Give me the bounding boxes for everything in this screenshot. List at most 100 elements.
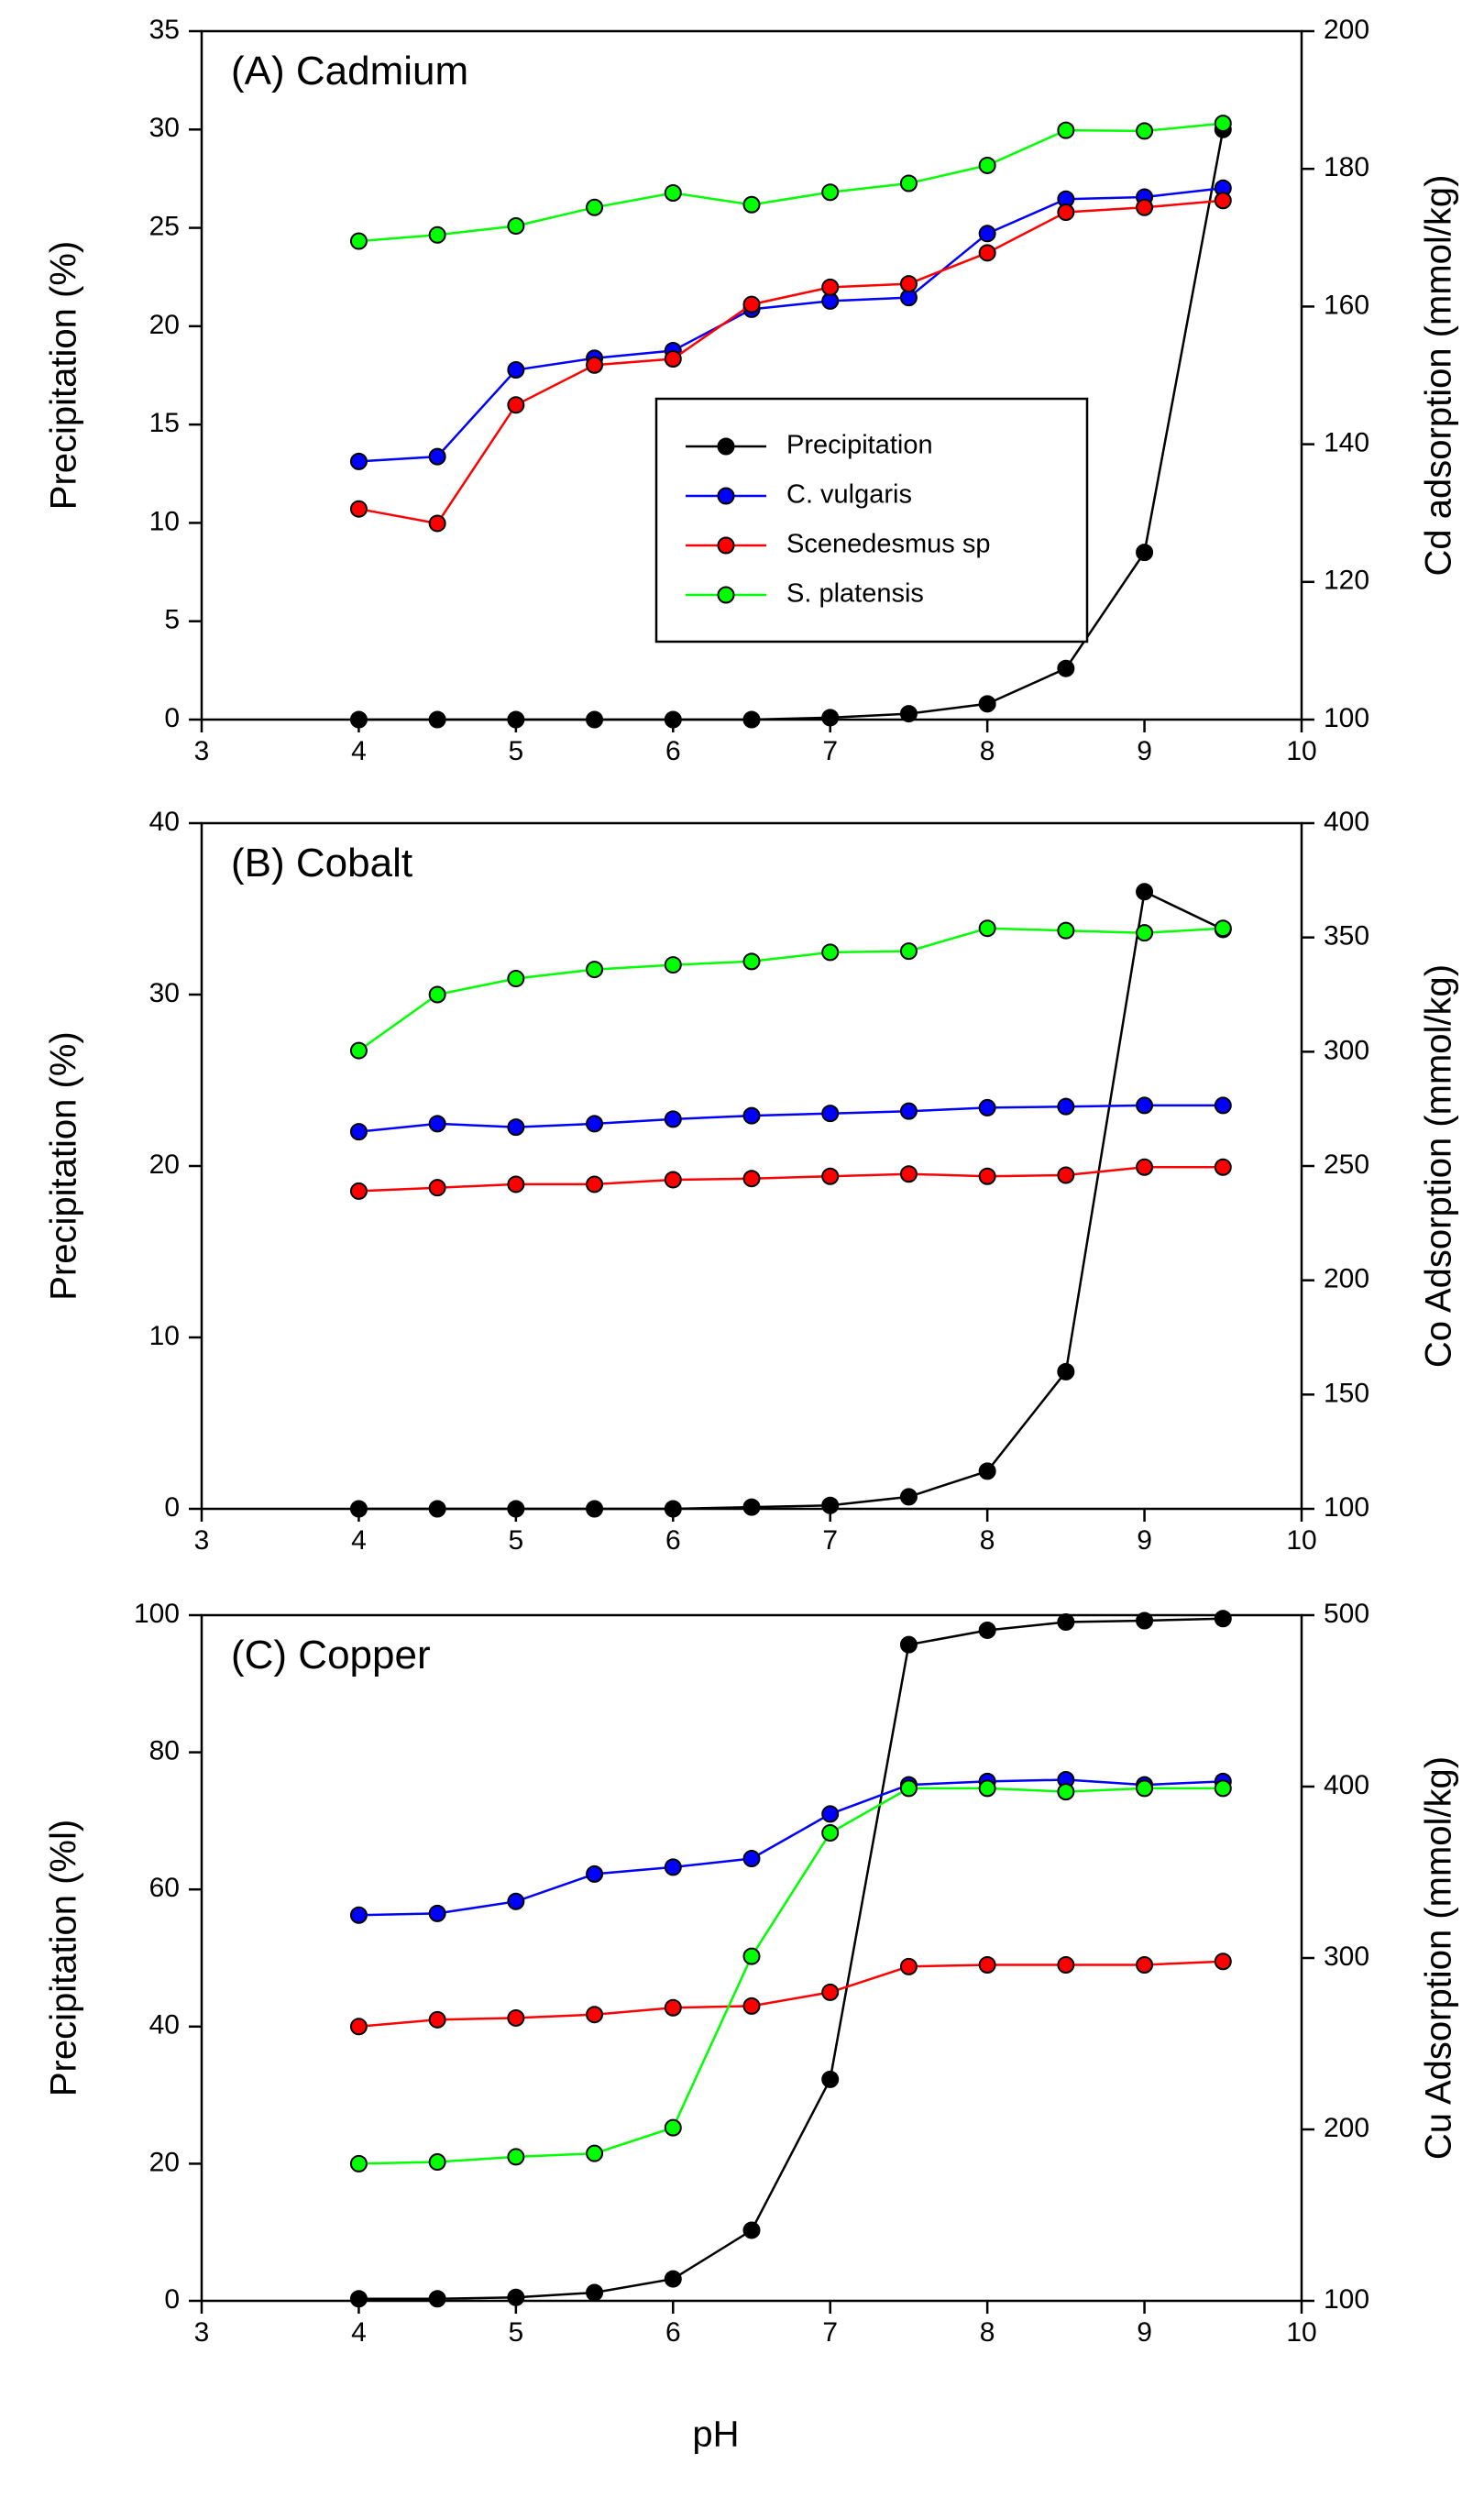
data-point: [586, 1115, 604, 1133]
data-point: [428, 710, 446, 729]
right-y-axis-label: Cu Adsorption (mmol/kg): [1419, 1756, 1459, 2160]
x-tick-label: 5: [509, 1525, 524, 1556]
right-y-tick-label: 300: [1324, 1035, 1369, 1065]
data-point: [978, 1955, 996, 1974]
x-tick-label: 3: [194, 736, 210, 766]
data-point: [1136, 883, 1154, 901]
data-point: [742, 1106, 761, 1125]
x-tick-label: 7: [822, 736, 838, 766]
series-scenedesmus-sp: [349, 1158, 1232, 1200]
data-point: [1136, 1779, 1154, 1798]
left-y-tick-label: 25: [149, 211, 180, 241]
data-point: [664, 1858, 682, 1876]
x-tick-label: 3: [194, 1525, 210, 1556]
right-y-tick-label: 300: [1324, 1942, 1369, 1972]
data-point: [899, 1635, 918, 1654]
data-point: [899, 705, 918, 723]
data-point: [742, 2221, 761, 2239]
data-point: [428, 1904, 446, 1922]
data-point: [428, 1179, 446, 1197]
data-point: [742, 1170, 761, 1188]
data-point: [507, 1500, 525, 1518]
data-point: [821, 1983, 840, 2001]
left-y-axis-label: Precipitation (%l): [44, 1820, 84, 2096]
data-point: [821, 1805, 840, 1823]
left-y-tick-label: 30: [149, 113, 180, 143]
data-point: [1214, 1610, 1232, 1628]
series-line-scenedesmus-sp: [358, 1165, 1224, 1193]
right-y-tick-label: 100: [1324, 2284, 1369, 2315]
data-point: [899, 275, 918, 293]
data-point: [586, 961, 604, 979]
data-point: [507, 710, 525, 729]
x-tick-label: 4: [351, 736, 367, 766]
series-scenedesmus-sp: [349, 192, 1232, 533]
data-point: [428, 2153, 446, 2172]
data-point: [1214, 1096, 1232, 1115]
data-point: [978, 1462, 996, 1480]
left-y-tick-label: 20: [149, 2147, 180, 2177]
data-point: [349, 500, 368, 518]
data-point: [586, 2283, 604, 2302]
data-point: [664, 1500, 682, 1518]
data-point: [507, 1892, 525, 1910]
data-point: [821, 278, 840, 296]
data-point: [978, 919, 996, 938]
left-y-tick-label: 10: [149, 1321, 180, 1351]
data-point: [742, 195, 761, 214]
data-point: [742, 1947, 761, 1965]
x-tick-label: 8: [980, 2317, 995, 2348]
data-point: [742, 1498, 761, 1516]
left-y-tick-label: 0: [164, 1492, 180, 1523]
left-y-tick-label: 0: [164, 2284, 180, 2315]
data-point: [742, 710, 761, 729]
data-point: [1057, 1783, 1075, 1801]
legend-item-scenedesmus-sp: Scenedesmus sp: [686, 530, 990, 559]
series-line-scenedesmus-sp: [358, 199, 1224, 525]
data-point: [664, 2118, 682, 2137]
data-point: [899, 1957, 918, 1975]
right-y-axis-label: Cd adsorption (mmol/kg): [1419, 175, 1459, 577]
left-y-tick-label: 15: [149, 408, 180, 438]
legend-item-c-vulgaris: C. vulgaris: [686, 480, 912, 510]
data-point: [664, 2270, 682, 2288]
data-point: [742, 295, 761, 314]
x-tick-label: 10: [1286, 736, 1316, 766]
data-point: [349, 1182, 368, 1200]
left-y-tick-label: 40: [149, 807, 180, 837]
right-y-tick-label: 120: [1324, 566, 1369, 596]
right-y-tick-label: 250: [1324, 1150, 1369, 1180]
data-point: [1214, 115, 1232, 133]
chart-panel-1: 3 4 5 6 7 8 9 100510152025303510012014016018020…: [44, 15, 1459, 766]
right-y-tick-label: 200: [1324, 1264, 1369, 1294]
right-y-tick-label: 140: [1324, 428, 1369, 458]
x-tick-label: 5: [509, 2317, 524, 2348]
data-point: [978, 1621, 996, 1639]
series-s-platensis: [349, 115, 1232, 250]
series-s-platensis: [349, 919, 1232, 1060]
data-point: [586, 2006, 604, 2024]
x-tick-label: 7: [822, 1525, 838, 1556]
data-point: [978, 225, 996, 243]
data-point: [349, 1500, 368, 1518]
data-point: [507, 1118, 525, 1137]
series-s-platensis: [349, 1779, 1232, 2172]
right-y-tick-label: 100: [1324, 703, 1369, 733]
data-point: [586, 710, 604, 729]
data-point: [1214, 1779, 1232, 1798]
x-tick-label: 9: [1137, 1525, 1152, 1556]
data-point: [821, 1105, 840, 1123]
data-point: [899, 174, 918, 192]
data-point: [664, 956, 682, 974]
data-point: [1136, 544, 1154, 562]
legend-label: C. vulgaris: [786, 480, 912, 510]
x-tick-label: 7: [822, 2317, 838, 2348]
data-point: [1057, 1362, 1075, 1380]
legend-item-precipitation: Precipitation: [686, 431, 933, 460]
x-tick-label: 9: [1137, 736, 1152, 766]
x-tick-label: 4: [351, 1525, 367, 1556]
data-point: [1057, 1955, 1075, 1974]
data-point: [507, 1175, 525, 1194]
data-point: [899, 1165, 918, 1183]
